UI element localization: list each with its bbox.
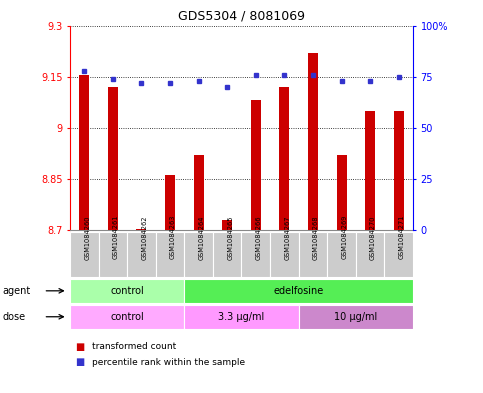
Bar: [384, 232, 413, 277]
Bar: [394, 111, 404, 230]
Bar: [99, 232, 127, 277]
Text: GSM1084266: GSM1084266: [256, 215, 262, 259]
Bar: [356, 232, 384, 277]
Text: control: control: [110, 312, 144, 322]
Text: GSM1084260: GSM1084260: [85, 215, 90, 259]
Bar: [222, 220, 232, 230]
Text: GSM1084269: GSM1084269: [341, 215, 348, 259]
Text: GSM1084261: GSM1084261: [113, 215, 119, 259]
Bar: [70, 232, 99, 277]
Bar: [308, 53, 318, 230]
Bar: [127, 232, 156, 277]
Bar: [213, 232, 242, 277]
Text: GSM1084268: GSM1084268: [313, 215, 319, 259]
Bar: [298, 305, 413, 329]
Bar: [79, 75, 89, 230]
Text: ■: ■: [75, 342, 84, 352]
Text: GSM1084267: GSM1084267: [284, 215, 290, 259]
Text: GSM1084264: GSM1084264: [199, 215, 205, 259]
Bar: [194, 155, 204, 230]
Text: GSM1084263: GSM1084263: [170, 215, 176, 259]
Text: edelfosine: edelfosine: [273, 286, 324, 296]
Text: GSM1084265: GSM1084265: [227, 215, 233, 259]
Text: ■: ■: [75, 357, 84, 367]
Text: GSM1084270: GSM1084270: [370, 215, 376, 259]
Bar: [251, 101, 261, 230]
Bar: [137, 229, 146, 230]
Text: GSM1084271: GSM1084271: [398, 215, 405, 259]
Bar: [185, 232, 213, 277]
Text: GDS5304 / 8081069: GDS5304 / 8081069: [178, 10, 305, 23]
Text: control: control: [110, 286, 144, 296]
Text: transformed count: transformed count: [92, 342, 176, 351]
Bar: [70, 305, 185, 329]
Text: percentile rank within the sample: percentile rank within the sample: [92, 358, 245, 367]
Bar: [327, 232, 356, 277]
Text: agent: agent: [2, 286, 30, 296]
Text: 10 μg/ml: 10 μg/ml: [334, 312, 377, 322]
Text: dose: dose: [2, 312, 26, 322]
Bar: [165, 175, 175, 230]
Bar: [242, 232, 270, 277]
Bar: [108, 87, 118, 230]
Text: GSM1084262: GSM1084262: [142, 215, 147, 259]
Text: 3.3 μg/ml: 3.3 μg/ml: [218, 312, 265, 322]
Bar: [70, 279, 185, 303]
Bar: [270, 232, 298, 277]
Bar: [337, 155, 346, 230]
Bar: [298, 232, 327, 277]
Bar: [279, 87, 289, 230]
Bar: [185, 305, 298, 329]
Bar: [365, 111, 375, 230]
Bar: [156, 232, 185, 277]
Bar: [185, 279, 413, 303]
